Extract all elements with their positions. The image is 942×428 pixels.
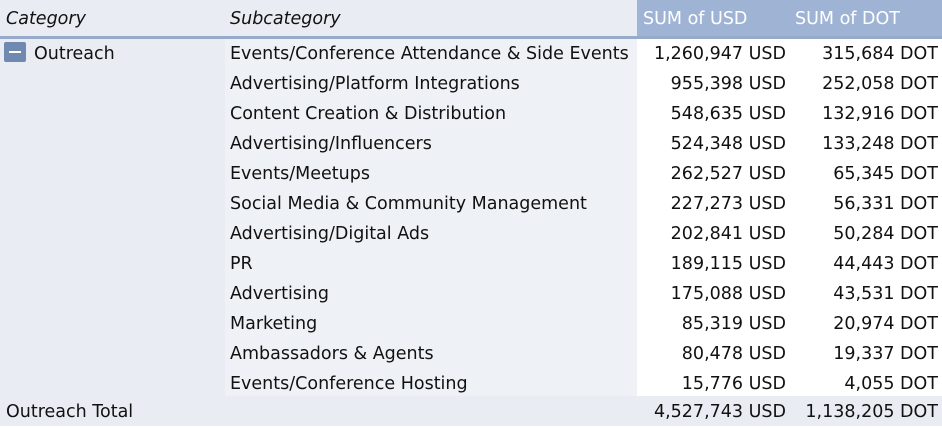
header-separator (0, 36, 942, 39)
subcategory-cell: Advertising (230, 284, 329, 304)
dot-cell: 56,331 DOT (833, 194, 938, 214)
usd-cell: 202,841 USD (670, 224, 786, 244)
usd-cell: 1,260,947 USD (653, 44, 786, 64)
grand-total-row[interactable]: Outreach Total 4,527,743 USD 1,138,205 D… (0, 396, 942, 426)
table-row[interactable]: Advertising/Platform Integrations 955,39… (0, 69, 942, 99)
dot-cell: 50,284 DOT (833, 224, 938, 244)
category-label-outreach[interactable]: Outreach (34, 44, 115, 64)
usd-cell: 189,115 USD (670, 254, 786, 274)
header-sum-usd[interactable]: SUM of USD (637, 0, 789, 36)
subcategory-cell: Social Media & Community Management (230, 194, 587, 214)
usd-cell: 85,319 USD (681, 314, 786, 334)
dot-cell: 315,684 DOT (822, 44, 938, 64)
dot-cell: 4,055 DOT (844, 374, 938, 394)
subcategory-cell: Events/Meetups (230, 164, 370, 184)
total-dot-cell: 1,138,205 DOT (805, 402, 938, 422)
subcategory-cell: PR (230, 254, 253, 274)
dot-cell: 43,531 DOT (833, 284, 938, 304)
subcategory-cell: Events/Conference Attendance & Side Even… (230, 44, 629, 64)
subcategory-cell: Marketing (230, 314, 318, 334)
table-row[interactable]: Marketing 85,319 USD 20,974 DOT (0, 309, 942, 339)
usd-cell: 227,273 USD (670, 194, 786, 214)
table-row[interactable]: Events/Conference Attendance & Side Even… (0, 39, 942, 69)
subcategory-cell: Advertising/Influencers (230, 134, 432, 154)
dot-cell: 19,337 DOT (833, 344, 938, 364)
dot-cell: 20,974 DOT (833, 314, 938, 334)
subcategory-cell: Ambassadors & Agents (230, 344, 434, 364)
subcategory-cell: Events/Conference Hosting (230, 374, 468, 394)
total-label: Outreach Total (6, 402, 134, 422)
subcategory-cell: Content Creation & Distribution (230, 104, 507, 124)
dot-cell: 133,248 DOT (822, 134, 938, 154)
table-row[interactable]: Advertising 175,088 USD 43,531 DOT (0, 279, 942, 309)
collapse-minus-icon[interactable] (4, 42, 26, 62)
dot-cell: 65,345 DOT (833, 164, 938, 184)
pivot-rows: Events/Conference Attendance & Side Even… (0, 39, 942, 399)
header-subcategory[interactable]: Subcategory (225, 0, 637, 36)
table-row[interactable]: Ambassadors & Agents 80,478 USD 19,337 D… (0, 339, 942, 369)
subcategory-cell: Advertising/Digital Ads (230, 224, 430, 244)
dot-cell: 252,058 DOT (822, 74, 938, 94)
header-category[interactable]: Category (0, 0, 225, 36)
dot-cell: 44,443 DOT (833, 254, 938, 274)
dot-cell: 132,916 DOT (822, 104, 938, 124)
header-sum-dot[interactable]: SUM of DOT (789, 0, 942, 36)
usd-cell: 524,348 USD (670, 134, 786, 154)
category-column (0, 39, 225, 396)
table-row[interactable]: PR 189,115 USD 44,443 DOT (0, 249, 942, 279)
usd-cell: 262,527 USD (670, 164, 786, 184)
usd-cell: 15,776 USD (681, 374, 786, 394)
subcategory-cell: Advertising/Platform Integrations (230, 74, 520, 94)
table-row[interactable]: Advertising/Influencers 524,348 USD 133,… (0, 129, 942, 159)
total-usd-cell: 4,527,743 USD (653, 402, 786, 422)
table-row[interactable]: Social Media & Community Management 227,… (0, 189, 942, 219)
table-row[interactable]: Advertising/Digital Ads 202,841 USD 50,2… (0, 219, 942, 249)
usd-cell: 80,478 USD (681, 344, 786, 364)
table-row[interactable]: Events/Meetups 262,527 USD 65,345 DOT (0, 159, 942, 189)
usd-cell: 955,398 USD (670, 74, 786, 94)
table-row[interactable]: Events/Conference Hosting 15,776 USD 4,0… (0, 369, 942, 399)
usd-cell: 548,635 USD (670, 104, 786, 124)
table-row[interactable]: Content Creation & Distribution 548,635 … (0, 99, 942, 129)
pivot-header-row: Category Subcategory SUM of USD SUM of D… (0, 0, 942, 36)
usd-cell: 175,088 USD (670, 284, 786, 304)
subcategory-column (225, 39, 637, 396)
